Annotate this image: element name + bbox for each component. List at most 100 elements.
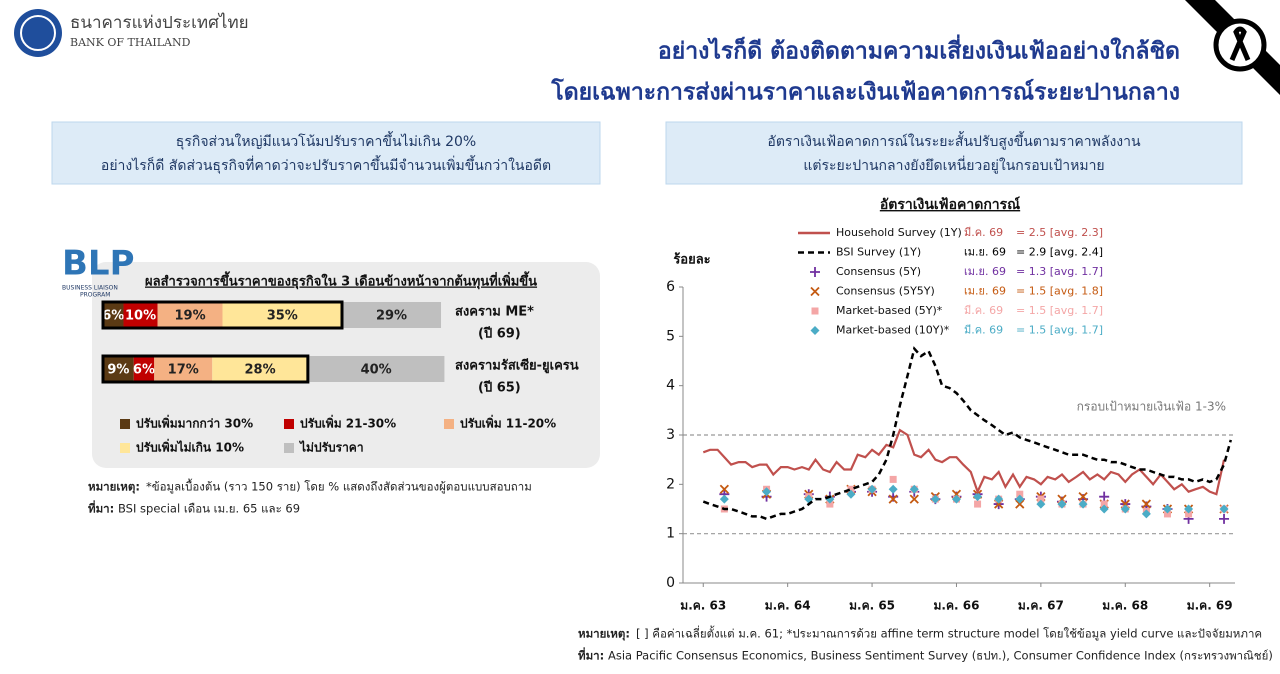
bar-value-label: 40%: [361, 363, 392, 378]
marker: [719, 494, 729, 504]
legend-label: Market-based (5Y)*: [836, 304, 943, 317]
legend-label: ปรับเพิ่มไม่เกิน 10%: [136, 439, 244, 455]
marker: [1099, 504, 1109, 514]
bar-segment: [103, 302, 124, 328]
legend-note: = 2.9 [avg. 2.4]: [1016, 246, 1103, 259]
marker: [1162, 504, 1172, 514]
legend-note: = 2.5 [avg. 2.3]: [1016, 226, 1103, 239]
legend-note: = 1.5 [avg. 1.7]: [1016, 324, 1103, 337]
note-label: หมายเหตุ:: [578, 627, 630, 642]
series-line: [702, 428, 1226, 496]
marker: [994, 494, 1004, 504]
x-tick-label: ม.ค. 64: [765, 599, 811, 613]
marker: [1015, 499, 1025, 509]
x-tick-label: ม.ค. 68: [1102, 599, 1148, 613]
marker: [1163, 510, 1171, 518]
legend-note: = 1.3 [avg. 1.7]: [1016, 265, 1103, 278]
marker: [888, 494, 898, 504]
note: [ ] คือค่าเฉลี่ยตั้งแต่ ม.ค. 61; *ประมาณ…: [636, 626, 1262, 641]
x-tick-label: ม.ค. 67: [1018, 599, 1064, 613]
x-tick-label: ม.ค. 66: [933, 599, 979, 613]
legend-swatch: [120, 443, 130, 453]
blp-logo-sub: PROGRAM: [80, 292, 110, 299]
right-heading: แต่ระยะปานกลางยังยึดเหนี่ยวอยู่ในกรอบเป้…: [803, 156, 1104, 174]
bar-segment: [222, 302, 342, 328]
legend-date: มี.ค. 69: [964, 304, 1003, 317]
marker: [1015, 494, 1025, 504]
marker: [1037, 495, 1045, 503]
marker: [1099, 491, 1110, 502]
legend-swatch: [284, 419, 294, 429]
legend-swatch: [120, 419, 130, 429]
bar-value-label: 35%: [267, 309, 298, 324]
left-heading: อย่างไรก็ดี สัดส่วนธุรกิจที่คาดว่าจะปรับ…: [101, 155, 551, 174]
marker: [810, 326, 820, 335]
legend-date: เม.ย. 69: [964, 246, 1006, 259]
logo-ring: [20, 15, 56, 51]
marker: [1120, 504, 1130, 514]
bar-value-label: 6%: [133, 363, 155, 378]
marker: [1185, 510, 1193, 518]
y-axis-label: ร้อยละ: [673, 252, 710, 268]
marker: [810, 286, 820, 297]
legend-date: เม.ย. 69: [964, 285, 1006, 298]
bar-segment: [212, 356, 308, 382]
logo-en: BANK OF THAILAND: [70, 36, 191, 49]
marker: [1219, 504, 1229, 514]
legend-swatch: [284, 443, 294, 453]
marker: [1057, 499, 1067, 509]
bar-value-label: 28%: [244, 363, 275, 378]
bar-value-label: 6%: [102, 309, 124, 324]
legend-label: Consensus (5Y): [836, 265, 921, 278]
marker: [974, 500, 982, 508]
bar-segment: [342, 302, 442, 328]
marker: [811, 307, 819, 315]
marker: [1219, 513, 1230, 524]
legend-label: Household Survey (1Y): [836, 226, 962, 239]
series-line: [702, 346, 1233, 521]
source-label: ที่มา:: [578, 647, 604, 663]
marker: [1016, 490, 1024, 498]
marker: [826, 500, 834, 508]
marker: [909, 484, 919, 494]
y-tick-label: 0: [666, 575, 675, 591]
legend-label: Market-based (10Y)*: [836, 324, 950, 337]
legend-note: = 1.5 [avg. 1.7]: [1016, 304, 1103, 317]
bar-frame: [101, 300, 344, 330]
marker: [846, 489, 856, 499]
marker: [867, 484, 877, 494]
left-heading: ธุรกิจส่วนใหญ่มีแนวโน้มปรับราคาขึ้นไม่เก…: [176, 131, 476, 150]
legend-date: มี.ค. 69: [964, 226, 1003, 239]
marker: [1078, 492, 1088, 502]
bar-segment: [154, 356, 213, 382]
ribbon: [1229, 26, 1251, 61]
source: Asia Pacific Consensus Economics, Busine…: [608, 649, 1273, 663]
line-chart-title: อัตราเงินเฟ้อคาดการณ์: [880, 196, 1020, 213]
x-tick-label: ม.ค. 65: [849, 599, 895, 613]
y-tick-label: 1: [666, 526, 675, 542]
marker: [973, 492, 983, 502]
left-heading-box: [51, 121, 601, 185]
marker: [1078, 499, 1088, 509]
bar-segment: [157, 302, 223, 328]
title-line: อย่างไรก็ดี ต้องติดตามความเสี่ยงเงินเฟ้อ…: [658, 34, 1180, 65]
bar-value-label: 10%: [125, 309, 156, 324]
marker: [810, 267, 820, 277]
right-heading-box: [665, 121, 1243, 185]
marker: [1100, 500, 1108, 508]
marker: [1036, 499, 1046, 509]
marker: [951, 494, 961, 504]
source-label: ที่มา:: [88, 500, 114, 516]
legend-label: Consensus (5Y5Y): [836, 285, 935, 298]
blp-logo-sub: BUSINESS LIAISON: [62, 285, 118, 292]
marker: [1141, 509, 1151, 519]
legend-label: ปรับเพิ่ม 21-30%: [300, 415, 396, 431]
category-label: สงคราม ME*: [455, 305, 534, 320]
bar-segment: [123, 302, 158, 328]
marker: [888, 484, 898, 494]
y-tick-label: 3: [666, 427, 675, 443]
marker: [909, 494, 919, 504]
marker: [1184, 504, 1194, 514]
legend-note: = 1.5 [avg. 1.8]: [1016, 285, 1103, 298]
